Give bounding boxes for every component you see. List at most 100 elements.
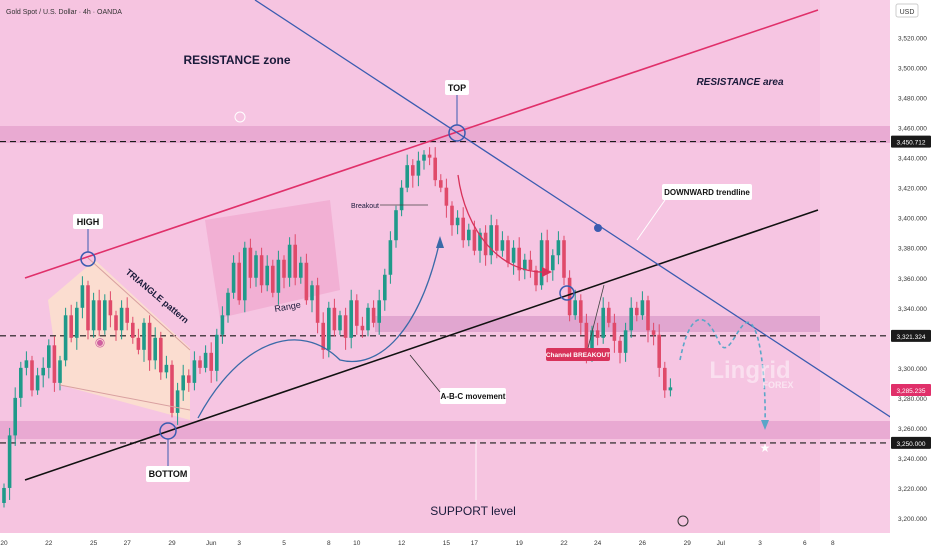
- candle-body: [646, 300, 650, 331]
- currency-badge[interactable]: [895, 3, 919, 18]
- candle-body: [30, 360, 34, 391]
- channel-top-line: [24, 9, 819, 279]
- x-tick-label: 20: [0, 540, 8, 547]
- projected-path: [679, 318, 766, 426]
- candle-body: [86, 285, 90, 331]
- candle-body: [13, 397, 17, 436]
- y-tick-label: 3,360.000: [898, 276, 927, 283]
- candle-body: [467, 229, 471, 241]
- high-label: HIGH: [77, 217, 100, 227]
- x-tick-label: 12: [398, 540, 406, 547]
- price-tag-label: 3,285.235: [897, 388, 926, 395]
- candle-body: [511, 247, 516, 263]
- abc-label-box: [440, 388, 506, 404]
- candle-body: [584, 322, 589, 353]
- candle-body: [69, 315, 73, 338]
- candle-body: [618, 340, 622, 353]
- candle-body: [248, 247, 253, 278]
- price-tag: [891, 329, 931, 342]
- lightning-icon[interactable]: [677, 515, 689, 527]
- candle-body: [58, 360, 62, 383]
- candle-body: [534, 270, 538, 286]
- candle-body: [142, 322, 146, 350]
- star-icon: ★: [760, 441, 771, 455]
- event-icon[interactable]: [234, 111, 246, 123]
- candle-body: [80, 285, 85, 308]
- candle-body: [52, 345, 57, 383]
- candle-body: [209, 352, 213, 371]
- candle-body: [355, 300, 359, 326]
- candle-body: [192, 360, 197, 383]
- candle-body: [623, 330, 628, 353]
- candle-body: [427, 154, 432, 158]
- candle-body: [539, 240, 544, 286]
- candle-body: [24, 360, 29, 368]
- candles: [2, 147, 673, 508]
- candle-body: [187, 375, 191, 383]
- support-label: SUPPORT level: [430, 504, 516, 518]
- candle-body: [523, 259, 527, 271]
- candle-body: [119, 307, 124, 331]
- candle-body: [399, 187, 404, 211]
- candle-body: [63, 315, 68, 361]
- candle-body: [612, 322, 617, 341]
- channel-breakout-label: Channel BREAKOUT: [546, 352, 610, 359]
- candle-body: [203, 352, 208, 368]
- price-axis[interactable]: [890, 0, 932, 550]
- triangle-lower: [59, 384, 191, 411]
- x-tick-label: 17: [471, 540, 479, 547]
- x-tick-label: 5: [282, 540, 286, 547]
- candle-body: [175, 390, 180, 413]
- candle-body: [651, 330, 656, 335]
- price-tag-label: 3,250.000: [897, 441, 926, 448]
- candle-body: [388, 240, 393, 275]
- abc-curve: [197, 239, 441, 419]
- candle-body: [556, 240, 561, 256]
- candle-body: [159, 337, 163, 373]
- candle-body: [181, 375, 185, 391]
- candle-body: [629, 307, 633, 331]
- x-tick-label: 25: [90, 540, 98, 547]
- drop-curve: [457, 174, 549, 273]
- high-label-box: [73, 214, 103, 229]
- y-tick-label: 3,460.000: [898, 126, 927, 133]
- bottom-label-box: [146, 466, 190, 482]
- candle-body: [114, 315, 118, 331]
- candle-body: [489, 225, 493, 256]
- candle-body: [315, 285, 320, 323]
- x-tick-label: Jul: [717, 540, 726, 547]
- x-tick-label: 29: [168, 540, 176, 547]
- y-tick-label: 3,220.000: [898, 486, 927, 493]
- candle-body: [153, 337, 157, 361]
- candle-body: [371, 307, 376, 323]
- candle-body: [495, 225, 499, 251]
- x-tick-label: 8: [831, 540, 835, 547]
- candle-body: [338, 315, 342, 331]
- x-tick-label: Jun: [206, 540, 217, 547]
- candle-body: [35, 375, 40, 391]
- candle-body: [41, 367, 45, 376]
- candle-body: [170, 364, 174, 413]
- time-axis[interactable]: [0, 533, 890, 550]
- abc-label: A-B-C movement: [441, 392, 506, 401]
- channel-bottom-line: [24, 209, 819, 481]
- candle-body: [215, 334, 219, 371]
- support-zone-band: [0, 421, 890, 439]
- candle-body: [607, 307, 611, 323]
- x-tick-label: 19: [516, 540, 524, 547]
- candle-body: [416, 160, 421, 176]
- candle-body: [366, 307, 370, 331]
- candle-body: [276, 259, 281, 293]
- candle-body: [545, 240, 549, 271]
- range-label: Range: [274, 300, 302, 314]
- candle-body: [663, 367, 667, 391]
- x-tick-label: 6: [803, 540, 807, 547]
- downward-label-box: [662, 184, 752, 200]
- candle-body: [579, 300, 583, 323]
- candle-body: [377, 300, 381, 323]
- x-tick-label: 29: [684, 540, 692, 547]
- pivot-dot: [594, 224, 602, 232]
- candle-body: [271, 265, 275, 293]
- candle-body: [411, 165, 415, 176]
